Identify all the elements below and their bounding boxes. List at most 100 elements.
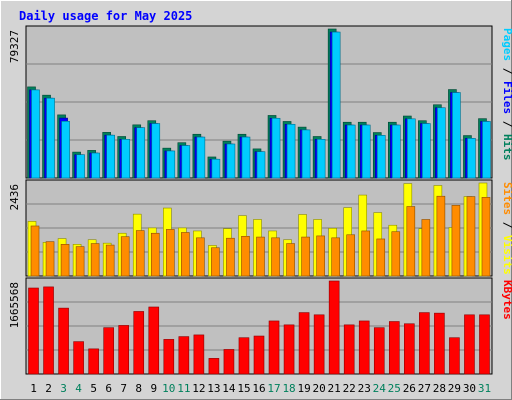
bar-sites-day-6 — [105, 244, 115, 277]
panel-legend: KBytes — [501, 280, 512, 320]
panel-max-label: 1665568 — [8, 282, 21, 328]
x-tick-label-day-25: 25 — [388, 382, 401, 395]
bar-sites-day-26 — [406, 206, 416, 277]
bar-kbytes-day-12 — [193, 334, 205, 375]
bar-sites-day-7 — [120, 236, 130, 277]
bar-kbytes-day-18 — [283, 324, 295, 375]
bar-pages-day-19 — [301, 129, 311, 179]
bar-sites-day-11 — [181, 232, 190, 277]
bar-pages-day-12 — [196, 136, 206, 179]
legend-entry-files: Files — [501, 81, 512, 114]
bar-kbytes-day-10 — [163, 339, 175, 375]
bar-kbytes-day-13 — [208, 358, 220, 375]
legend-entry-pages: Pages — [501, 28, 512, 61]
bar-pages-day-11 — [181, 145, 191, 179]
bar-sites-day-18 — [286, 243, 295, 277]
bar-kbytes-day-17 — [268, 320, 280, 375]
bar-kbytes-day-7 — [118, 325, 130, 375]
bar-pages-day-29 — [452, 92, 461, 179]
x-tick-label-day-10: 10 — [162, 382, 175, 395]
x-tick-label-day-24: 24 — [373, 382, 387, 395]
legend-entry-hits: Hits — [501, 134, 512, 161]
bar-pages-day-18 — [286, 123, 296, 179]
x-tick-label-day-19: 19 — [297, 382, 310, 395]
x-tick-label-day-31: 31 — [478, 382, 491, 395]
bar-sites-day-28 — [436, 195, 446, 277]
x-tick-label-day-23: 23 — [358, 382, 371, 395]
bar-kbytes-day-24 — [373, 327, 385, 375]
x-tick-label-day-30: 30 — [463, 382, 476, 395]
bar-kbytes-day-27 — [419, 312, 430, 375]
bar-kbytes-day-1 — [28, 287, 39, 375]
bar-pages-day-27 — [422, 123, 431, 179]
bar-kbytes-day-15 — [238, 337, 250, 375]
bar-pages-day-25 — [391, 124, 401, 179]
x-tick-label-day-6: 6 — [105, 382, 112, 395]
x-tick-label-day-26: 26 — [403, 382, 416, 395]
bar-sites-day-25 — [391, 231, 401, 277]
bar-pages-day-10 — [166, 150, 176, 179]
chart-title: Daily usage for May 2025 — [19, 9, 192, 23]
bar-pages-day-13 — [211, 158, 221, 179]
x-tick-label-day-22: 22 — [343, 382, 356, 395]
bar-pages-day-9 — [151, 123, 161, 179]
bar-kbytes-day-5 — [88, 348, 99, 375]
bar-kbytes-day-28 — [434, 312, 445, 375]
bar-kbytes-day-31 — [479, 314, 490, 375]
x-tick-label-day-9: 9 — [150, 382, 157, 395]
bar-sites-day-22 — [346, 234, 355, 277]
bar-pages-day-3 — [61, 120, 70, 179]
legend-separator: / — [501, 61, 512, 81]
legend-entry-visits: Visits — [501, 235, 512, 275]
bar-kbytes-day-21 — [328, 280, 340, 375]
x-tick-label-day-15: 15 — [237, 382, 250, 395]
bar-kbytes-day-30 — [464, 314, 475, 375]
panel-hits_files_pages: 79327 Pages / Files / Hits — [8, 25, 512, 179]
bar-pages-day-31 — [482, 121, 491, 179]
bar-sites-day-19 — [301, 236, 310, 277]
x-axis-tick-labels: 1 2 3 4 5 6 7 8 9 10 11 12 13 14 15 16 17 18 19 20 21 22 23 24 2… — [30, 382, 491, 395]
bar-pages-day-28 — [437, 107, 446, 179]
x-tick-label-day-4: 4 — [75, 382, 82, 395]
bar-sites-day-12 — [196, 237, 205, 277]
bar-pages-day-2 — [46, 97, 55, 179]
bar-sites-day-21 — [331, 237, 340, 277]
bar-pages-day-30 — [467, 138, 476, 179]
panel-max-label: 79327 — [8, 30, 21, 63]
legend-separator: / — [501, 215, 512, 235]
bar-sites-day-17 — [271, 237, 280, 277]
bar-pages-day-15 — [241, 136, 251, 179]
bar-pages-day-8 — [136, 127, 146, 179]
x-tick-label-day-1: 1 — [30, 382, 37, 395]
panel-max-label: 2436 — [8, 184, 21, 211]
x-tick-label-day-29: 29 — [448, 382, 461, 395]
bar-sites-day-24 — [376, 238, 386, 277]
panel-visits_sites: 2436 Sites / Visits — [8, 179, 512, 277]
bar-sites-day-27 — [421, 219, 431, 277]
bar-pages-day-23 — [361, 124, 371, 179]
bar-kbytes-day-11 — [178, 336, 190, 375]
bar-pages-day-17 — [271, 117, 281, 179]
bar-sites-day-13 — [211, 247, 220, 277]
x-tick-label-day-2: 2 — [45, 382, 52, 395]
x-tick-label-day-3: 3 — [60, 382, 67, 395]
x-tick-label-day-21: 21 — [328, 382, 341, 395]
bar-sites-day-2 — [45, 241, 55, 277]
bar-sites-day-16 — [256, 236, 265, 277]
x-tick-label-day-5: 5 — [90, 382, 97, 395]
x-tick-label-day-16: 16 — [252, 382, 265, 395]
x-tick-label-day-18: 18 — [282, 382, 295, 395]
bar-pages-day-21 — [331, 31, 341, 179]
bar-sites-day-30 — [466, 196, 476, 277]
x-tick-label-day-27: 27 — [418, 382, 431, 395]
x-tick-label-day-11: 11 — [177, 382, 190, 395]
x-tick-label-day-20: 20 — [313, 382, 326, 395]
bar-kbytes-day-22 — [343, 324, 355, 375]
bar-kbytes-day-6 — [103, 327, 114, 375]
bar-pages-day-4 — [76, 154, 85, 179]
bar-sites-day-29 — [451, 205, 461, 277]
x-tick-label-day-13: 13 — [207, 382, 220, 395]
bar-pages-day-22 — [346, 124, 356, 179]
bar-pages-day-1 — [31, 89, 40, 179]
